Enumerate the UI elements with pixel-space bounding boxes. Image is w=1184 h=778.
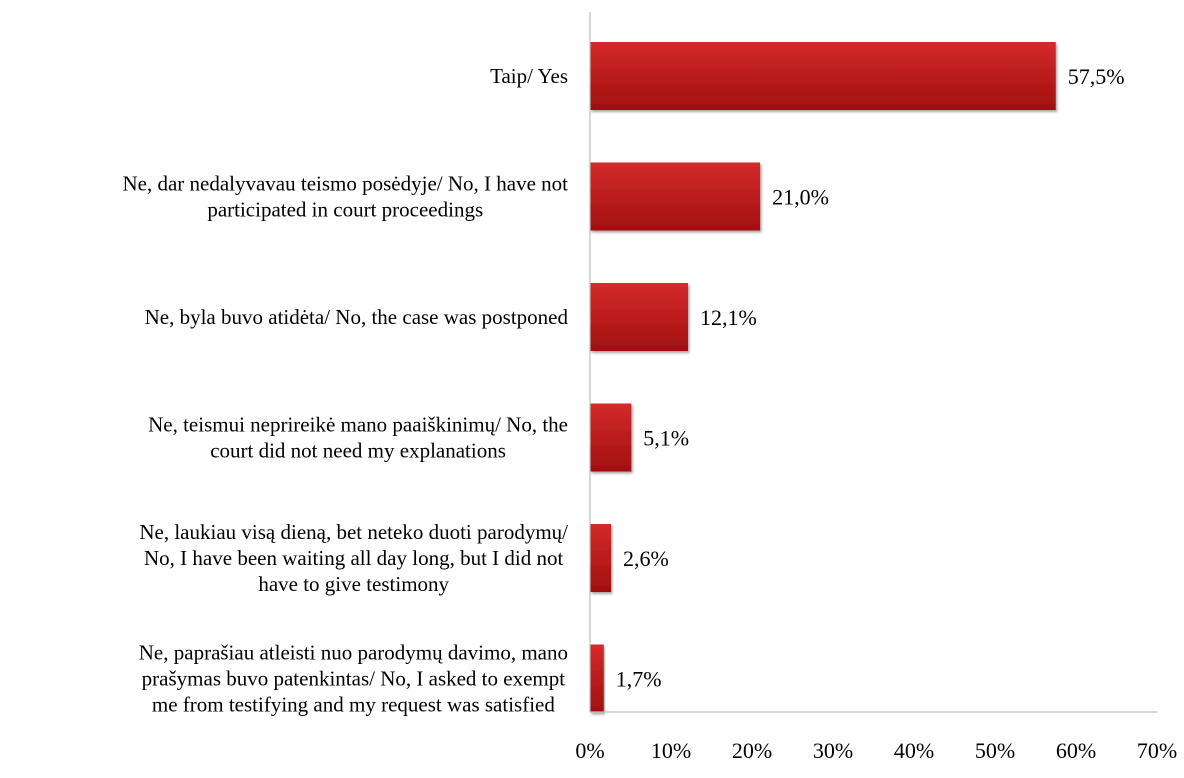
x-tick-label-6: 60% (1056, 738, 1096, 763)
x-tick-label-7: 70% (1137, 738, 1177, 763)
value-label-0: 57,5% (1068, 64, 1125, 89)
value-label-4: 2,6% (623, 546, 669, 571)
category-label-line: Ne, teismui neprireikė mano paaiškinimų/… (148, 413, 568, 437)
x-tick-label-1: 10% (651, 738, 691, 763)
axis-layer: 0% 10% 20% 30% 40% 50% 60% 70% (575, 12, 1177, 763)
value-label-1: 21,0% (772, 185, 829, 210)
bar-3 (590, 403, 632, 472)
x-tick-label-2: 20% (732, 738, 772, 763)
category-label-line: Ne, paprašiau atleisti nuo parodymų davi… (139, 641, 568, 665)
bar-0 (590, 42, 1056, 110)
category-label-0: Taip/ Yes (490, 64, 568, 88)
bar-5 (590, 644, 604, 713)
category-label-line: prašymas buvo patenkintas/ No, I asked t… (142, 667, 566, 691)
category-label-line: Ne, laukiau visą dieną, bet neteko duoti… (139, 520, 568, 544)
category-label-3: Ne, teismui neprireikė mano paaiškinimų/… (148, 413, 568, 463)
x-tick-label-5: 50% (975, 738, 1015, 763)
value-label-5: 1,7% (616, 667, 662, 692)
value-label-3: 5,1% (643, 426, 689, 451)
category-label-5: Ne, paprašiau atleisti nuo parodymų davi… (139, 641, 568, 717)
category-label-line: participated in court proceedings (207, 198, 483, 222)
bar-2 (590, 283, 689, 351)
category-label-line: Taip/ Yes (490, 64, 568, 88)
category-label-4: Ne, laukiau visą dieną, bet neteko duoti… (139, 520, 568, 596)
value-labels: 57,5% 21,0% 12,1% 5,1% 2,6% 1,7% (616, 64, 1125, 692)
category-label-2: Ne, byla buvo atidėta/ No, the case was … (145, 305, 569, 329)
value-label-2: 12,1% (700, 305, 757, 330)
bar-1 (590, 162, 761, 231)
category-label-line: court did not need my explanations (210, 439, 506, 463)
x-tick-label-0: 0% (575, 738, 604, 763)
x-tick-label-4: 40% (894, 738, 934, 763)
bars-layer (590, 42, 1056, 713)
category-labels: Taip/ Yes Ne, dar nedalyvavau teismo posė… (122, 64, 568, 717)
category-label-line: have to give testimony (258, 572, 449, 596)
x-tick-label-3: 30% (813, 738, 853, 763)
category-label-line: No, I have been waiting all day long, bu… (144, 546, 563, 570)
category-label-line: Ne, dar nedalyvavau teismo posėdyje/ No,… (122, 172, 568, 196)
category-label-line: me from testifying and my request was sa… (152, 693, 555, 717)
category-label-line: Ne, byla buvo atidėta/ No, the case was … (145, 305, 569, 329)
bar-4 (590, 524, 612, 592)
category-label-1: Ne, dar nedalyvavau teismo posėdyje/ No,… (122, 172, 568, 222)
